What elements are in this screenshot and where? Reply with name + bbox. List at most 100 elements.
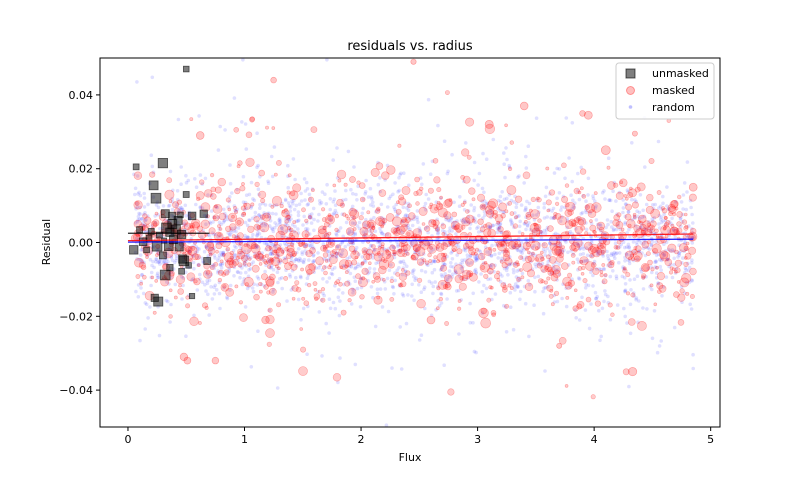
random-point [448, 226, 452, 230]
masked-point [620, 227, 625, 232]
random-point [330, 253, 335, 257]
random-point [307, 213, 312, 217]
random-point [328, 197, 333, 201]
random-point [498, 221, 503, 226]
random-point [266, 211, 270, 216]
random-point [625, 188, 630, 192]
masked-point [253, 223, 261, 231]
unmasked-point [150, 192, 162, 204]
masked-point [679, 288, 685, 294]
random-point [270, 264, 274, 268]
random-point [286, 223, 290, 228]
masked-point [358, 182, 366, 189]
masked-point [245, 157, 255, 167]
random-point [396, 225, 401, 229]
random-point [357, 226, 362, 231]
masked-point [393, 230, 398, 235]
masked-point [134, 200, 140, 206]
masked-point [406, 232, 411, 237]
masked-point [483, 247, 493, 256]
random-point [400, 272, 405, 277]
masked-point [552, 215, 557, 220]
masked-point [632, 212, 637, 217]
masked-point [375, 162, 384, 170]
masked-point [556, 342, 563, 349]
masked-point [190, 245, 196, 251]
masked-point [553, 212, 558, 217]
random-point [353, 248, 358, 252]
masked-point [264, 253, 269, 258]
random-point [209, 209, 214, 213]
masked-point [410, 239, 418, 247]
random-point [585, 253, 590, 258]
random-point [686, 268, 691, 273]
masked-point [274, 254, 280, 260]
random-point [345, 256, 350, 261]
masked-point [371, 244, 376, 249]
masked-point [392, 227, 401, 237]
random-point [404, 249, 409, 254]
masked-point [214, 186, 222, 194]
random-point [654, 240, 658, 244]
random-point [576, 243, 580, 247]
masked-point [486, 267, 494, 275]
random-point [477, 280, 481, 284]
masked-point [273, 172, 278, 177]
random-point [560, 250, 565, 254]
masked-point [400, 244, 408, 252]
random-point [636, 320, 640, 325]
masked-point [185, 303, 191, 309]
masked-point [168, 288, 173, 293]
random-point [443, 272, 448, 276]
random-point [368, 226, 373, 231]
masked-point [278, 258, 283, 263]
random-point [297, 218, 301, 223]
random-point [579, 212, 583, 216]
masked-point [427, 243, 437, 254]
random-point [217, 227, 222, 231]
random-point [317, 199, 322, 203]
random-point [280, 229, 285, 233]
random-point [311, 260, 316, 265]
random-point [275, 386, 280, 390]
random-point [433, 259, 437, 264]
random-point [523, 221, 527, 226]
random-point [240, 282, 245, 287]
random-point [517, 245, 522, 249]
random-point [429, 281, 434, 285]
random-point [352, 275, 357, 280]
random-point [271, 290, 275, 294]
masked-point [367, 261, 372, 266]
masked-point [260, 273, 268, 281]
masked-point [358, 215, 364, 221]
random-point [258, 202, 262, 207]
random-point [354, 192, 358, 197]
masked-point [416, 258, 425, 266]
random-point [411, 271, 415, 276]
random-point [504, 249, 508, 254]
random-point [616, 223, 620, 228]
random-point [217, 220, 222, 225]
masked-point [370, 168, 380, 178]
random-point [584, 208, 588, 213]
random-point [484, 286, 489, 291]
random-point [252, 282, 256, 287]
random-point [246, 249, 251, 253]
masked-point [526, 269, 535, 278]
random-point [228, 233, 232, 238]
random-point [526, 211, 531, 216]
masked-point [389, 296, 395, 302]
random-point [377, 244, 382, 249]
random-point [150, 263, 154, 268]
random-point [545, 225, 550, 230]
random-point [292, 198, 296, 203]
random-point [654, 271, 659, 275]
random-point [447, 219, 452, 223]
masked-point [516, 262, 521, 267]
random-point [647, 226, 651, 231]
masked-point [381, 218, 388, 224]
random-point [259, 255, 263, 260]
masked-point [660, 224, 671, 236]
random-point [627, 259, 632, 263]
random-point [396, 189, 400, 194]
